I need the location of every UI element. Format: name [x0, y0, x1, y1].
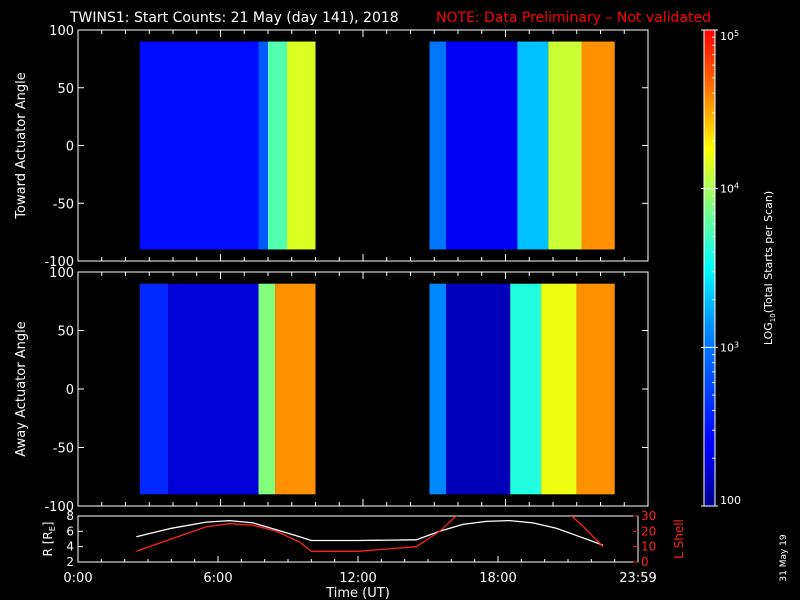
- time-tick-label: 18:00: [479, 571, 516, 586]
- y-tick-label: 100: [49, 24, 74, 39]
- heatmap-cell: [548, 41, 582, 250]
- heatmap-cell: [510, 283, 542, 495]
- heatmap-cell: [258, 283, 276, 495]
- y-tick-label: 0: [66, 383, 74, 398]
- heatmap-cell: [168, 283, 259, 495]
- heatmap-cell: [446, 41, 518, 250]
- lshell-tick-label: 20: [641, 524, 656, 538]
- y-tick-label: 0: [66, 140, 74, 155]
- time-tick-label: 6:00: [203, 571, 232, 586]
- heatmap-cell: [541, 283, 577, 495]
- radius-tick-label: 8: [66, 509, 74, 523]
- colorbar: 105 104 103 100 LOG10(Total Starts per Scan…: [701, 29, 777, 507]
- lshell-ylabel: L Shell: [672, 519, 686, 559]
- radius-tick-label: 4: [66, 540, 74, 554]
- heatmap-cell: [275, 283, 316, 495]
- preliminary-note: NOTE: Data Preliminary – Not validated: [436, 10, 711, 26]
- colorbar-label: LOG10(Total Starts per Scan): [762, 191, 777, 345]
- away-ylabel: Away Actuator Angle: [14, 321, 29, 456]
- colorbar-gradient: [703, 29, 716, 507]
- lshell-tick-label: 0: [641, 555, 649, 569]
- heatmap-cell: [287, 41, 316, 250]
- orbit-panel-frame: [77, 515, 639, 563]
- heatmap-cell: [258, 41, 268, 250]
- lshell-tick-label: 10: [641, 540, 656, 554]
- time-tick-label: 12:00: [339, 571, 376, 586]
- colorbar-tick-label: 103: [720, 340, 739, 354]
- lshell-line: [136, 516, 604, 552]
- radius-tick-label: 2: [66, 555, 74, 569]
- heatmap-cell: [581, 41, 615, 250]
- y-tick-label: -50: [53, 197, 74, 212]
- y-tick-label: 50: [57, 82, 74, 97]
- heatmap-cell: [576, 283, 615, 495]
- heatmap-cell: [446, 283, 511, 495]
- colorbar-tick-label: 104: [720, 182, 739, 196]
- away-heatmap-panel: 100 50 0 -50 -100 Away Actuator Angle: [14, 266, 649, 515]
- figure-title: TWINS1: Start Counts: 21 May (day 141), …: [69, 10, 399, 26]
- time-tick-label: 23:59: [619, 571, 656, 586]
- y-tick-label: 50: [57, 325, 74, 340]
- y-tick-label: 100: [49, 266, 74, 281]
- lshell-tick-label: 30: [641, 509, 656, 523]
- heatmap-cell: [517, 41, 549, 250]
- toward-heatmap-panel: 100 50 0 -50 -100 Toward Actuator Angle: [14, 24, 649, 270]
- heatmap-cell: [139, 283, 169, 495]
- date-stamp: 31 May 19: [779, 534, 789, 582]
- colorbar-tick-label: 100: [720, 494, 741, 507]
- colorbar-tick-label: 105: [720, 29, 739, 43]
- y-tick-label: -50: [53, 442, 74, 457]
- time-xlabel: Time (UT): [325, 586, 390, 600]
- heatmap-cell: [429, 41, 447, 250]
- heatmap-cell: [429, 283, 447, 495]
- radius-tick-label: 6: [66, 524, 74, 538]
- radius-line: [136, 519, 604, 546]
- y-tick-label: -100: [44, 500, 74, 515]
- y-tick-label: -100: [44, 255, 74, 270]
- toward-ylabel: Toward Actuator Angle: [14, 72, 29, 219]
- heatmap-cell: [268, 41, 287, 250]
- time-tick-label: 0:00: [63, 571, 92, 586]
- radius-ylabel: R [RE]: [41, 522, 57, 557]
- heatmap-cell: [139, 41, 259, 250]
